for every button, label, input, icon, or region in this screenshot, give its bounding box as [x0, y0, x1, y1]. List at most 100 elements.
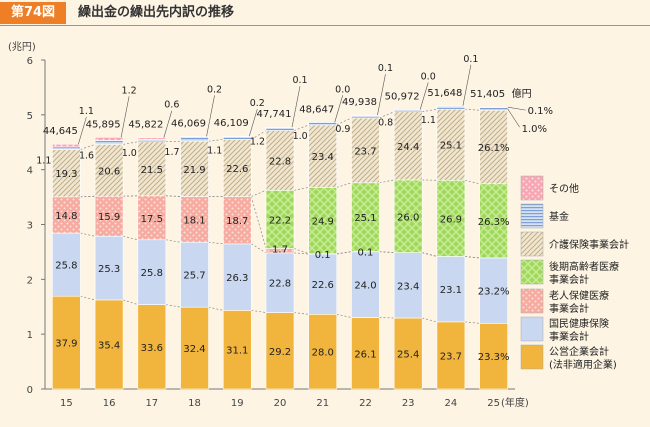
total-label: 51,648 [427, 88, 462, 99]
bar-segment [52, 196, 81, 234]
segment-connector [251, 189, 267, 197]
other-value-label: 0.1% [528, 106, 553, 117]
y-tick-label: 2 [27, 275, 33, 286]
bar-segment [94, 195, 124, 237]
segment-value-label: 17.5 [141, 214, 163, 225]
segment-value-label: 26.3% [478, 217, 510, 228]
bar-segment [479, 323, 508, 390]
bar-segment [351, 251, 380, 318]
segment-connector [464, 108, 480, 111]
bar-segment [393, 109, 423, 113]
bar-segment [308, 314, 338, 390]
segment-value-label: 20.6 [98, 166, 120, 177]
segment-connector [251, 310, 267, 313]
segment-value-label: 31.1 [226, 346, 248, 357]
fund-value-label: 1.0 [122, 148, 137, 159]
figure-number: 第74図 [0, 2, 66, 24]
segment-value-label: 26.1% [478, 143, 510, 154]
bar-segment [393, 111, 423, 181]
segment-connector [422, 108, 437, 113]
segment-value-label: 24.9 [312, 217, 334, 228]
bar-segment [265, 130, 295, 191]
other-value-label: 0.1 [378, 63, 393, 74]
x-axis-unit: (年度) [501, 396, 529, 409]
legend-swatch [520, 203, 544, 229]
fund-value-label: 1.1 [36, 156, 51, 167]
segment-value-label: 26.1 [354, 349, 376, 360]
y-tick-label: 3 [27, 221, 33, 232]
segment-value-label: 29.2 [269, 347, 291, 358]
segment-connector [336, 313, 352, 318]
x-tick-label: 22 [359, 398, 372, 409]
bar-segment [265, 312, 295, 390]
legend-label: 公営企業会計 [549, 345, 609, 358]
total-unit: 億円 [512, 87, 532, 100]
bar-segment [94, 299, 124, 390]
bar-segment [222, 243, 252, 311]
segment-connector [293, 248, 309, 255]
figure-header: 第74図 繰出金の繰出先内訳の推移 [0, 0, 650, 26]
segment-value-label: 18.7 [226, 216, 248, 227]
legend-swatch [520, 316, 544, 342]
bar-segment [94, 140, 124, 145]
bar-segment [351, 117, 380, 184]
segment-connector [464, 321, 480, 324]
bar-segment [308, 121, 338, 126]
segment-connector [208, 241, 224, 245]
bar-segment [180, 136, 209, 138]
segment-connector [208, 139, 224, 142]
segment-connector [250, 196, 267, 249]
fund-value-label: 1.6 [79, 150, 94, 161]
other-value-label: 0.2 [250, 98, 265, 109]
total-label: 50,972 [385, 92, 420, 103]
segment-value-label: 23.4 [312, 152, 334, 163]
other-leader-line [163, 110, 173, 138]
other-value-label: 1.1 [79, 106, 94, 117]
legend-label: 事業会計 [549, 330, 589, 343]
segment-connector [379, 251, 395, 253]
bar-segment [137, 138, 167, 143]
segment-value-label: 25.8 [141, 268, 163, 279]
segment-value-label: 37.9 [55, 339, 77, 350]
other-leader-line [334, 95, 344, 123]
total-label: 51,405 [470, 89, 505, 100]
x-tick-label: 16 [103, 398, 116, 409]
segment-connector [379, 179, 395, 184]
y-axis-unit: (兆円) [8, 41, 36, 53]
total-label: 45,822 [128, 120, 163, 131]
fund-leader-line [507, 108, 520, 128]
fund-value-label: 1.1 [421, 115, 436, 126]
bar-segment [52, 149, 81, 198]
segment-connector [293, 252, 309, 255]
segment-connector [165, 239, 181, 243]
segment-connector [122, 299, 138, 305]
segment-value-label: 35.4 [98, 340, 120, 351]
segment-connector [165, 140, 181, 143]
x-tick-label: 19 [231, 398, 244, 409]
bar-segment [52, 143, 81, 148]
segment-value-label: 24.0 [354, 281, 376, 292]
other-value-label: 0.6 [164, 100, 179, 111]
total-label: 46,069 [171, 118, 206, 129]
other-value-label: 0.0 [421, 72, 436, 83]
segment-connector [379, 111, 395, 119]
segment-connector [422, 317, 437, 323]
other-leader-line [78, 117, 87, 145]
segment-connector [208, 306, 224, 311]
segment-value-label: 23.7 [440, 351, 462, 362]
segment-value-label: 1.7 [272, 244, 288, 255]
bar-segment [52, 146, 81, 150]
segment-value-label: 18.1 [183, 215, 205, 226]
segment-value-label: 0.1 [358, 248, 374, 259]
bar-segment [137, 195, 167, 241]
legend-label: 後期高齢者医療 [549, 260, 619, 273]
other-leader-line [419, 82, 429, 110]
legend-swatch [520, 231, 544, 257]
bar-segment [393, 252, 423, 319]
bar-segment [479, 109, 508, 185]
segment-value-label: 25.8 [55, 261, 77, 272]
bar-segment [436, 321, 466, 390]
segment-connector [336, 251, 352, 255]
y-tick-label: 4 [27, 166, 33, 177]
segment-connector [336, 182, 352, 188]
